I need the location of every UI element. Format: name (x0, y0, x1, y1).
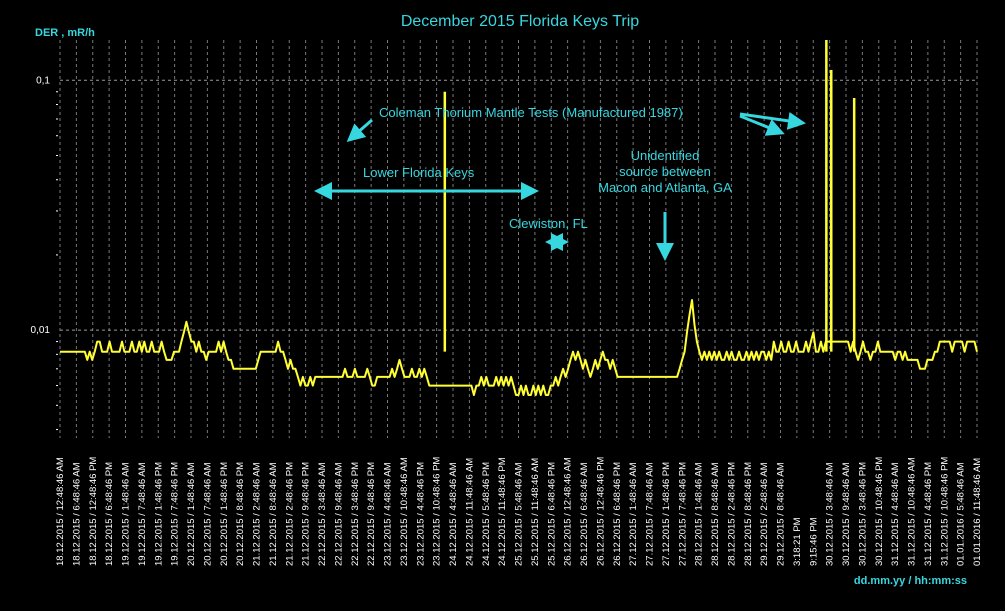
x-tick-label: 21.12.2015 / 8:48:46 AM (268, 462, 279, 566)
x-tick-label: 21.12.2015 / 2:48:46 PM (284, 462, 295, 566)
x-tick-label: 23.12.2015 / 4:48:46 PM (415, 462, 426, 566)
x-tick-label: 18.12.2015 / 6:48:46 PM (104, 462, 115, 566)
x-tick-label: 27.12.2015 / 1:48:46 AM (628, 462, 639, 566)
x-tick-label: 19.12.2015 / 1:48:46 AM (121, 462, 132, 566)
y-tick-label: 0,01 (31, 325, 51, 336)
x-tick-label: 26.12.2015 / 12:48:46 AM (563, 457, 574, 566)
x-tick-label: 01.01.2016 / 11:48:46 AM (972, 458, 983, 566)
x-tick-label: 22.12.2015 / 3:48:46 PM (350, 462, 361, 566)
x-tick-label: 22.12.2015 / 9:48:46 PM (366, 462, 377, 566)
x-tick-label: 27.12.2015 / 7:48:46 AM (645, 462, 656, 566)
arrow-coleman-right-1 (739, 111, 806, 130)
x-tick-label: 25.12.2015 / 5:48:46 AM (514, 462, 525, 566)
x-tick-label: 25.12.2015 / 6:48:46 PM (546, 462, 557, 566)
x-tick-label: 23.12.2015 / 10:48:46 PM (432, 457, 443, 566)
annotation-unidentified-2: source between (619, 164, 711, 179)
x-tick-label: 20.12.2015 / 8:48:46 PM (235, 462, 246, 566)
chart-title: December 2015 Florida Keys Trip (401, 13, 639, 30)
x-tick-label: 31.12.2015 / 10:48:46 AM (907, 457, 918, 566)
annotation-coleman: Coleman Thorium Mantle Tests (Manufactur… (379, 105, 683, 120)
x-tick-label: 21.12.2015 / 2:48:46 AM (252, 462, 263, 566)
x-tick-label: 26.12.2015 / 6:48:46 PM (612, 462, 623, 566)
y-axis-ticks: 0,01 0,1 (31, 75, 58, 431)
x-tick-label: 30.12.2015 / 9:48:46 AM (841, 462, 852, 566)
x-tick-label: 31.12.2015 / 4:48:46 PM (923, 462, 934, 566)
annotation-unidentified-1: Unidentified (631, 148, 700, 163)
x-tick-label: 28.12.2015 / 1:48:46 AM (694, 462, 705, 566)
x-tick-label: 19.12.2015 / 1:48:46 PM (153, 462, 164, 566)
y-tick-label: 0,1 (36, 75, 50, 86)
annotation-unidentified-3: Macon and Atlanta, GA (598, 180, 732, 195)
x-tick-label: 19.12.2015 / 7:48:46 PM (170, 462, 181, 566)
x-tick-label: 20.12.2015 / 7:48:46 AM (202, 462, 213, 566)
x-tick-label: 3:18:21 PM (792, 517, 803, 566)
annotation-lower-keys: Lower Florida Keys (363, 165, 475, 180)
x-tick-label: 26.12.2015 / 6:48:46 AM (579, 462, 590, 566)
x-tick-label: 30.12.2015 / 3:48:46 PM (857, 462, 868, 566)
x-tick-label: 18.12.2015 / 12:48:46 PM (88, 457, 99, 566)
arrow-coleman-left (346, 118, 373, 142)
x-tick-label: 29.12.2015 / 2:48:46 AM (759, 462, 770, 566)
annotation-clewiston: Clewiston, FL (509, 216, 588, 231)
x-tick-label: 24.12.2015 / 4:48:46 AM (448, 462, 459, 566)
x-tick-label: 18.12.2015 / 6:48:46 AM (71, 462, 82, 566)
x-axis-ticks: 18.12.2015 / 12:48:46 AM 18.12.2015 / 6:4… (55, 457, 983, 566)
x-tick-label: 25.12.2015 / 11:48:46 AM (530, 458, 541, 566)
x-tick-label: 24.12.2015 / 11:48:46 PM (497, 457, 508, 566)
x-tick-label: 22.12.2015 / 3:48:46 AM (317, 462, 328, 566)
y-axis-label: DER , mR/h (35, 27, 95, 39)
x-tick-label: 9:15:46 PM (808, 517, 819, 566)
series-layer (60, 40, 978, 396)
x-tick-label: 01.01.2016 / 5:48:46 AM (956, 462, 967, 566)
x-tick-label: 29.12.2015 / 8:48:46 AM (776, 462, 787, 566)
x-tick-label: 23.12.2015 / 4:48:46 AM (383, 462, 394, 566)
x-tick-label: 31.12.2015 / 4:48:46 AM (890, 462, 901, 566)
series-line (60, 299, 978, 396)
x-tick-label: 18.12.2015 / 12:48:46 AM (55, 457, 66, 566)
annotation-arrows (314, 111, 806, 261)
x-tick-label: 24.12.2015 / 5:48:46 PM (481, 462, 492, 566)
x-tick-label: 28.12.2015 / 2:48:46 PM (726, 462, 737, 566)
x-tick-label: 30.12.2015 / 3:48:46 AM (825, 462, 836, 566)
x-tick-label: 27.12.2015 / 1:48:46 PM (661, 462, 672, 566)
x-tick-label: 27.12.2015 / 7:48:46 PM (677, 462, 688, 566)
arrow-coleman-right-2 (739, 114, 785, 136)
x-tick-label: 21.12.2015 / 9:48:46 PM (301, 462, 312, 566)
x-tick-label: 20.12.2015 / 1:48:46 AM (186, 462, 197, 566)
x-tick-label: 31.12.2015 / 10:48:46 PM (939, 457, 950, 566)
x-tick-label: 30.12.2015 / 10:48:46 PM (874, 457, 885, 566)
x-axis-label: dd.mm.yy / hh:mm:ss (854, 575, 967, 587)
x-tick-label: 19.12.2015 / 7:48:46 AM (137, 462, 148, 566)
x-tick-label: 26.12.2015 / 12:48:46 PM (595, 457, 606, 566)
x-tick-label: 28.12.2015 / 8:48:46 AM (710, 462, 721, 566)
x-tick-label: 24.12.2015 / 11:48:46 AM (464, 458, 475, 566)
x-tick-label: 20.12.2015 / 1:48:46 PM (219, 462, 230, 566)
x-tick-label: 22.12.2015 / 9:48:46 AM (333, 462, 344, 566)
x-tick-label: 23.12.2015 / 10:48:46 AM (399, 457, 410, 566)
x-tick-label: 28.12.2015 / 8:48:46 PM (743, 462, 754, 566)
